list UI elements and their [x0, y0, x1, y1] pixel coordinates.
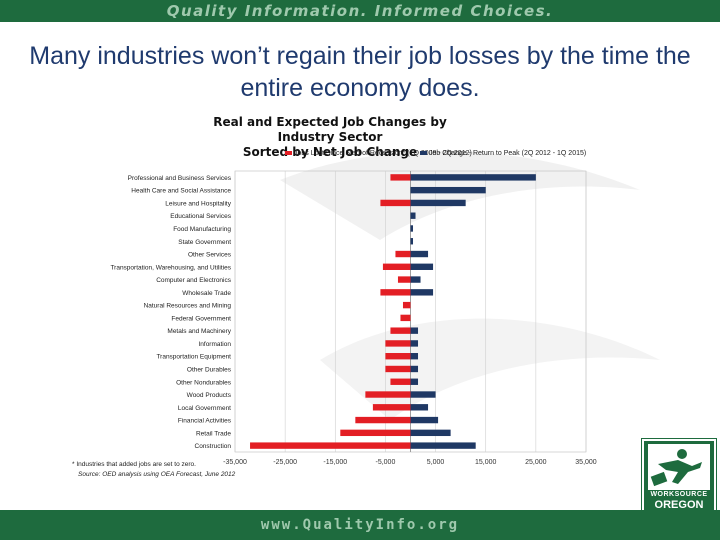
category-label: Educational Services	[170, 213, 231, 220]
bar-jobs-lost	[355, 416, 411, 424]
bar-jobs-lost	[380, 289, 411, 296]
category-label: Other Durables	[187, 366, 232, 373]
logo-text-oregon: OREGON	[654, 499, 704, 511]
chart-subtitle: Sorted by Net Job Change	[242, 145, 418, 159]
category-label: Retail Trade	[196, 430, 231, 437]
legend-label-losses: Jobs Lost Since Start of Recession* (1Q …	[294, 150, 472, 157]
bar-jobs-lost	[385, 340, 411, 347]
x-tick-label: 5,000	[427, 459, 445, 466]
bar-job-change	[410, 442, 476, 449]
legend-swatch-gains	[420, 151, 427, 156]
legend-item-losses: Jobs Lost Since Start of Recession* (1Q …	[285, 150, 472, 158]
bar-jobs-lost	[365, 391, 411, 398]
bar-jobs-lost	[372, 404, 411, 411]
bar-jobs-lost	[390, 327, 411, 334]
x-tick-label: 35,000	[575, 459, 597, 466]
tagline: Quality Information. Informed Choices.	[166, 2, 554, 20]
bar-jobs-lost	[380, 199, 411, 207]
logo-figure-icon	[648, 444, 710, 490]
bar-jobs-lost	[382, 263, 411, 270]
bar-job-change	[410, 378, 419, 385]
category-label: Wholesale Trade	[182, 290, 231, 297]
bar-jobs-lost	[397, 276, 411, 283]
x-tick-label: 25,000	[525, 459, 547, 466]
bar-job-change	[410, 340, 419, 347]
bar-jobs-lost	[385, 365, 411, 373]
category-label: Computer and Electronics	[156, 277, 232, 284]
logo-text-worksource: WORKSOURCE	[650, 491, 708, 498]
chart-title-block: Real and Expected Job Changes by Industr…	[200, 115, 460, 160]
bar-jobs-lost	[390, 174, 411, 181]
bar-job-change	[410, 276, 421, 283]
category-label: Professional and Business Services	[128, 175, 232, 182]
bottom-banner: www.QualityInfo.org	[0, 510, 720, 540]
bar-job-change	[410, 250, 429, 258]
chart-footnote: Source: OED analysis using OEA Forecast,…	[78, 471, 236, 478]
category-label: Other Services	[188, 252, 232, 259]
bar-job-change	[410, 263, 434, 270]
bar-job-change	[410, 238, 414, 245]
category-label: Federal Government	[171, 315, 231, 322]
top-banner: Quality Information. Informed Choices.	[0, 0, 720, 22]
x-tick-label: 15,000	[475, 459, 497, 466]
bar-job-change	[410, 429, 451, 437]
category-label: Wood Products	[187, 392, 232, 399]
bar-job-change	[410, 365, 419, 373]
x-tick-label: -15,000	[323, 459, 347, 466]
bar-job-change	[410, 327, 419, 334]
bar-job-change	[410, 404, 429, 411]
legend-label-gains: Job Change - Return to Peak (2Q 2012 - 1…	[429, 150, 587, 157]
bar-job-change	[410, 212, 416, 219]
bar-job-change	[410, 225, 414, 232]
bar-jobs-lost	[402, 301, 411, 309]
bar-job-change	[410, 186, 486, 194]
chart-footnote: * Industries that added jobs are set to …	[72, 461, 196, 468]
bar-jobs-lost	[390, 378, 411, 385]
chart-title: Real and Expected Job Changes by Industr…	[213, 115, 447, 144]
category-label: Leisure and Hospitality	[165, 200, 232, 207]
category-label: State Government	[178, 239, 231, 246]
slide-title: Many industries won’t regain their job l…	[29, 42, 691, 102]
bar-job-change	[410, 391, 436, 398]
bar-job-change	[410, 416, 439, 424]
category-label: Health Care and Social Assistance	[131, 188, 231, 195]
x-tick-label: -35,000	[223, 459, 247, 466]
category-label: Information	[198, 341, 231, 348]
category-label: Local Government	[178, 405, 231, 412]
bar-jobs-lost	[250, 442, 411, 449]
bar-jobs-lost	[385, 353, 411, 360]
footer-url: www.QualityInfo.org	[260, 517, 460, 533]
category-label: Natural Resources and Mining	[144, 303, 232, 310]
bar-job-change	[410, 199, 466, 207]
x-tick-label: -25,000	[273, 459, 297, 466]
bar-jobs-lost	[340, 429, 411, 437]
category-label: Construction	[195, 443, 232, 450]
bar-jobs-lost	[395, 250, 411, 258]
category-label: Financial Activities	[178, 418, 232, 425]
bar-job-change	[410, 174, 536, 181]
bar-job-change	[410, 353, 419, 360]
x-tick-label: -5,000	[375, 459, 395, 466]
bar-jobs-lost	[400, 314, 411, 322]
category-label: Metals and Machinery	[167, 328, 231, 335]
category-label: Transportation Equipment	[156, 354, 231, 361]
legend-item-gains: Job Change - Return to Peak (2Q 2012 - 1…	[420, 150, 586, 158]
category-label: Transportation, Warehousing, and Utiliti…	[110, 264, 231, 271]
category-label: Food Manufacturing	[173, 226, 231, 233]
legend-swatch-losses	[285, 151, 292, 156]
category-label: Other Nondurables	[176, 379, 232, 386]
bar-job-change	[410, 289, 434, 296]
worksource-oregon-logo: WORKSOURCE OREGON	[642, 439, 716, 516]
